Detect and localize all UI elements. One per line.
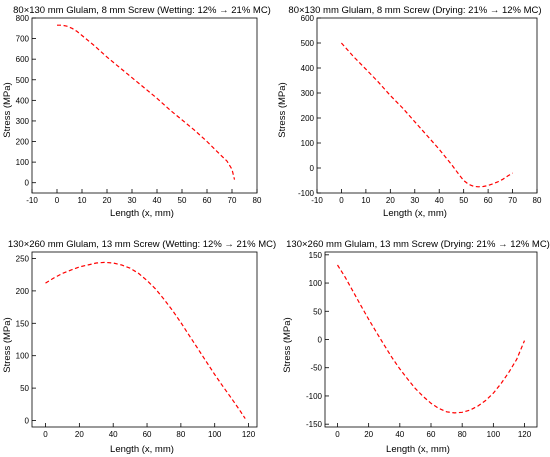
x-tick-label: 60: [203, 196, 212, 205]
x-tick-label: 20: [386, 196, 395, 205]
chart-title: 130×260 mm Glulam, 13 mm Screw (Wetting:…: [8, 239, 276, 250]
plot-frame: [31, 17, 258, 194]
y-axis-label: Stress (MPa): [2, 82, 13, 137]
plot-frame: [324, 251, 538, 428]
series-line: [340, 42, 513, 188]
y-tick-label: 100: [301, 139, 315, 148]
y-tick-label: 600: [301, 14, 315, 23]
y-tick-label: 100: [309, 279, 323, 288]
y-tick-label: 800: [16, 14, 30, 23]
y-tick-label: -150: [306, 420, 323, 429]
y-tick-label: 150: [309, 251, 323, 260]
y-tick-label: -100: [306, 392, 323, 401]
x-tick-label: 10: [361, 196, 370, 205]
x-tick-label: 80: [458, 430, 467, 439]
x-axis-label: Length (x, mm): [386, 444, 450, 455]
y-tick-label: 300: [301, 89, 315, 98]
y-tick-label: -100: [298, 189, 315, 198]
x-tick-label: 50: [178, 196, 187, 205]
x-tick-label: 10: [78, 196, 87, 205]
x-tick-label: 70: [228, 196, 237, 205]
x-tick-label: 120: [518, 430, 532, 439]
y-tick-label: 100: [16, 352, 30, 361]
y-tick-label: 0: [310, 164, 315, 173]
x-tick-label: 0: [43, 430, 48, 439]
x-tick-label: 20: [364, 430, 373, 439]
y-tick-label: 250: [16, 254, 30, 263]
chart-title: 80×130 mm Glulam, 8 mm Screw (Drying: 21…: [288, 5, 541, 16]
x-tick-label: 20: [75, 430, 84, 439]
x-tick-label: 80: [533, 196, 542, 205]
y-tick-label: 50: [313, 307, 322, 316]
x-tick-label: 0: [335, 430, 340, 439]
chart-drying-13mm: 130×260 mm Glulam, 13 mm Screw (Drying: …: [282, 239, 550, 455]
plot-frame: [31, 251, 258, 428]
x-tick-label: 0: [339, 196, 344, 205]
y-tick-label: 0: [25, 179, 30, 188]
y-tick-label: 200: [301, 114, 315, 123]
x-tick-label: 40: [109, 430, 118, 439]
y-tick-label: 500: [16, 76, 30, 85]
y-tick-label: 0: [318, 336, 323, 345]
y-axis-label: Stress (MPa): [282, 317, 293, 372]
x-axis-label: Length (x, mm): [110, 208, 174, 219]
x-tick-label: -10: [26, 196, 38, 205]
x-axis-label: Length (x, mm): [383, 208, 447, 219]
y-axis-label: Stress (MPa): [277, 82, 288, 137]
x-tick-label: 0: [55, 196, 60, 205]
y-tick-label: -50: [310, 364, 322, 373]
series-line: [45, 261, 246, 419]
y-tick-label: 300: [16, 117, 30, 126]
x-tick-label: 80: [253, 196, 262, 205]
x-tick-label: 40: [153, 196, 162, 205]
x-tick-label: 60: [484, 196, 493, 205]
y-tick-label: 600: [16, 55, 30, 64]
x-tick-label: 70: [508, 196, 517, 205]
x-tick-label: 30: [410, 196, 419, 205]
series-line: [57, 24, 236, 180]
x-tick-label: 40: [435, 196, 444, 205]
x-tick-label: -10: [311, 196, 323, 205]
y-tick-label: 400: [16, 96, 30, 105]
x-tick-label: 40: [395, 430, 404, 439]
series-line: [336, 264, 526, 414]
chart-title: 80×130 mm Glulam, 8 mm Screw (Wetting: 1…: [13, 5, 271, 16]
y-axis-label: Stress (MPa): [2, 317, 13, 372]
x-tick-label: 60: [427, 430, 436, 439]
y-tick-label: 400: [301, 64, 315, 73]
chart-wetting-13mm: 130×260 mm Glulam, 13 mm Screw (Wetting:…: [2, 239, 276, 455]
y-tick-label: 200: [16, 138, 30, 147]
x-tick-label: 120: [242, 430, 256, 439]
chart-drying-8mm: 80×130 mm Glulam, 8 mm Screw (Drying: 21…: [277, 5, 542, 219]
x-tick-label: 100: [208, 430, 222, 439]
y-tick-label: 150: [16, 319, 30, 328]
y-tick-label: 0: [25, 417, 30, 426]
x-axis-label: Length (x, mm): [110, 444, 174, 455]
x-tick-label: 100: [487, 430, 501, 439]
y-tick-label: 700: [16, 35, 30, 44]
x-tick-label: 20: [103, 196, 112, 205]
chart-title: 130×260 mm Glulam, 13 mm Screw (Drying: …: [286, 239, 550, 250]
y-tick-label: 100: [16, 158, 30, 167]
chart-wetting-8mm: 80×130 mm Glulam, 8 mm Screw (Wetting: 1…: [2, 5, 271, 219]
y-tick-label: 50: [20, 384, 29, 393]
x-tick-label: 60: [143, 430, 152, 439]
x-tick-label: 50: [459, 196, 468, 205]
y-tick-label: 200: [16, 287, 30, 296]
x-tick-label: 30: [128, 196, 137, 205]
x-tick-label: 80: [176, 430, 185, 439]
y-tick-label: 500: [301, 39, 315, 48]
plot-frame: [316, 17, 538, 194]
